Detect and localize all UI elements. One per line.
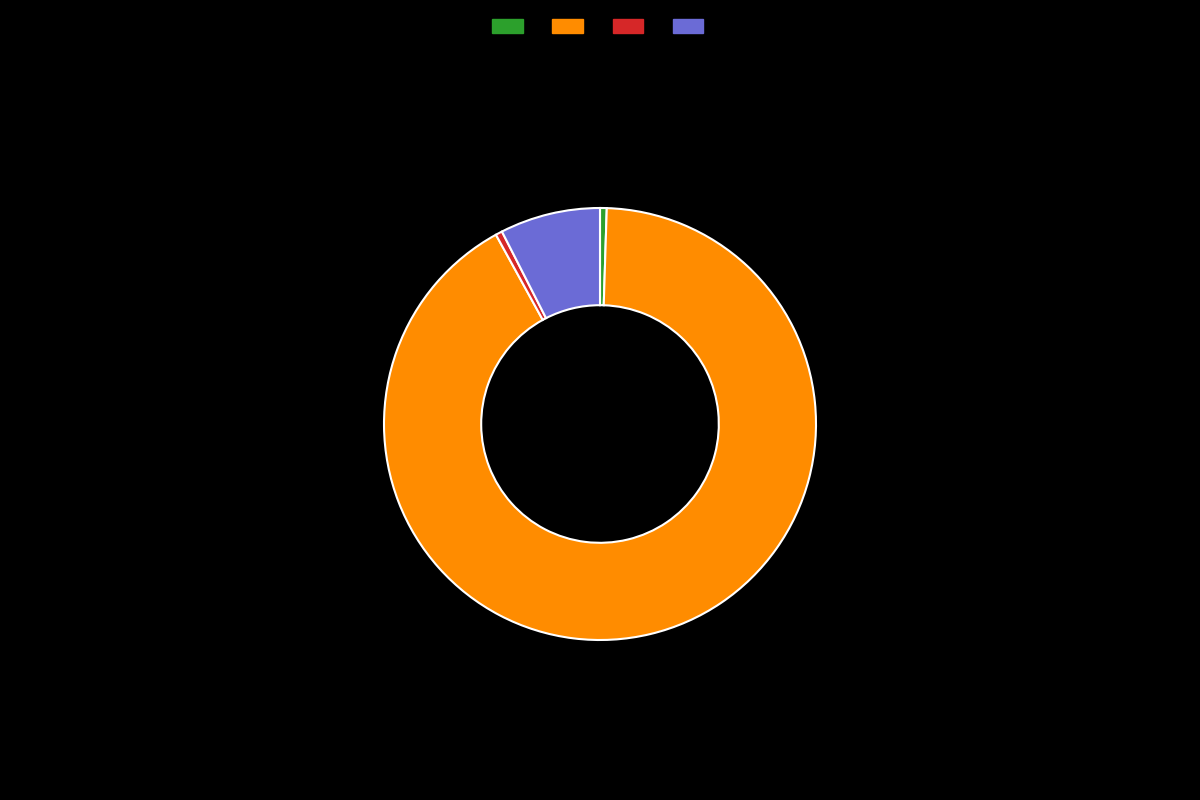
Wedge shape [502,208,600,318]
Legend:  ,  ,  ,  : , , , [486,14,714,38]
Wedge shape [384,208,816,640]
Wedge shape [600,208,607,306]
Wedge shape [496,231,546,320]
